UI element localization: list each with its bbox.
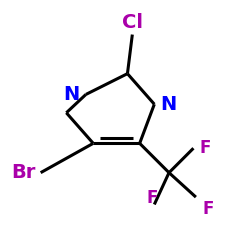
Text: F: F <box>202 200 213 218</box>
Text: F: F <box>200 139 211 157</box>
Text: N: N <box>64 85 80 104</box>
Text: Br: Br <box>12 163 36 182</box>
Text: Cl: Cl <box>122 13 143 32</box>
Text: F: F <box>146 189 158 207</box>
Text: N: N <box>160 95 177 114</box>
